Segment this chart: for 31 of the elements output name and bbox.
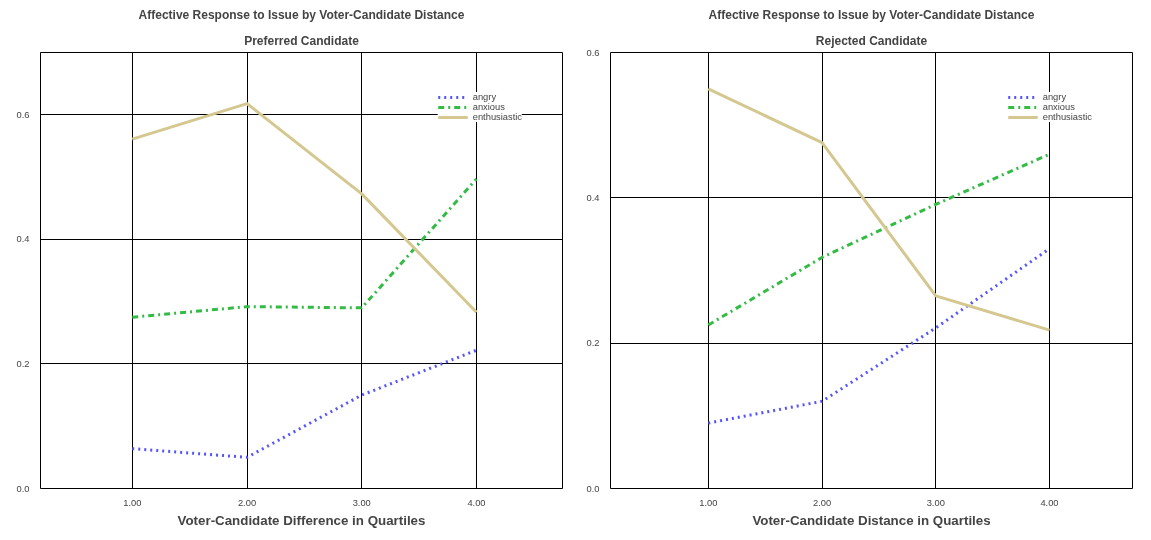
legend-label: anxious bbox=[472, 102, 505, 112]
line-series bbox=[130, 348, 478, 459]
chart-subtitle: Preferred Candidate bbox=[244, 33, 360, 48]
legend-label: enthusiastic bbox=[472, 112, 522, 122]
y-tick-label: 0.6 bbox=[16, 109, 30, 120]
x-axis-title: Voter-Candidate Difference in Quartiles bbox=[177, 512, 426, 528]
y-tick-label: 0.0 bbox=[586, 483, 600, 494]
legend-label: angry bbox=[1042, 92, 1067, 102]
line-series bbox=[706, 152, 1051, 327]
y-tick-label: 0.4 bbox=[586, 192, 600, 203]
x-tick-label: 2.00 bbox=[812, 497, 832, 508]
y-tick-label: 0.2 bbox=[586, 338, 600, 349]
legend-label: enthusiastic bbox=[1042, 112, 1092, 122]
legend-label: angry bbox=[472, 92, 497, 102]
chart-title: Affective Response to Issue by Voter-Candidate Distance bbox=[708, 7, 1035, 22]
x-tick-label: 1.00 bbox=[123, 497, 142, 508]
legend-label: anxious bbox=[1042, 102, 1075, 112]
y-tick-label: 0.4 bbox=[16, 234, 30, 245]
x-tick-label: 3.00 bbox=[926, 497, 945, 508]
x-tick-label: 2.00 bbox=[237, 497, 257, 508]
chart-title: Affective Response to Issue by Voter-Candidate Distance bbox=[138, 7, 465, 22]
chart-subtitle: Rejected Candidate bbox=[815, 33, 928, 48]
y-tick-label: 0.2 bbox=[16, 358, 30, 369]
x-axis-title: Voter-Candidate Distance in Quartiles bbox=[752, 512, 991, 528]
x-tick-label: 4.00 bbox=[467, 497, 486, 508]
y-tick-label: 0.6 bbox=[586, 47, 600, 58]
line-series bbox=[130, 177, 478, 319]
x-tick-label: 3.00 bbox=[352, 497, 371, 508]
y-tick-label: 0.0 bbox=[16, 483, 30, 494]
x-tick-label: 1.00 bbox=[699, 497, 718, 508]
x-tick-label: 4.00 bbox=[1040, 497, 1059, 508]
